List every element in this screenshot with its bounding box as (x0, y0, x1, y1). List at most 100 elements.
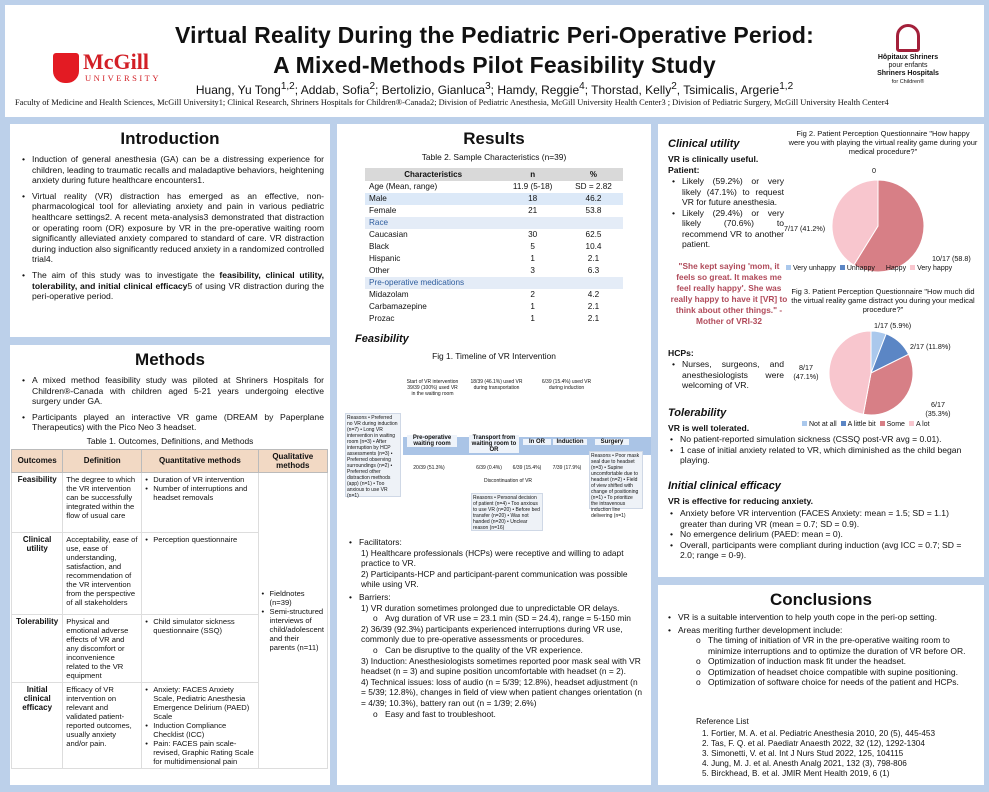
methods-bullet: A mixed method feasibility study was pil… (22, 375, 324, 407)
timeline-bar (403, 437, 651, 455)
definition-cell: Physical and emotional adverse effects o… (62, 613, 143, 683)
table-row: Feasibility The degree to which the VR i… (10, 471, 329, 769)
efficacy-bullet: Overall, participants were compliant dur… (670, 540, 974, 561)
value-cell: 53.8 (585, 206, 602, 215)
table-row: Clinical utility Acceptability, ease of … (10, 531, 328, 615)
legend-label: Unhappy (846, 265, 875, 272)
quant-item: Induction Compliance Checklist (ICC) (145, 721, 254, 739)
conclusion-bullet: Areas meriting further development inclu… (668, 625, 974, 688)
legend-swatch (878, 265, 884, 270)
efficacy-bullet: No emergence delirium (PAED: mean = 0). (670, 529, 974, 540)
legend-swatch (910, 265, 916, 270)
characteristic-cell: Prozac (369, 314, 395, 323)
affiliations: Faculty of Medicine and Health Sciences,… (15, 98, 889, 107)
fig1-count: 20/39 (51.3%) (413, 465, 445, 471)
barrier-sub-item: Can be disruptive to the quality of the … (349, 645, 643, 656)
intro-aim-bullet: The aim of this study was to investigate… (22, 270, 324, 302)
patient-label: Patient: (668, 165, 700, 175)
fig1-discontinuation: Discontinuation of VR (483, 478, 533, 484)
table1-header: Outcomes (10, 448, 64, 473)
shriners-logo-line4: for Children® (891, 79, 925, 85)
fig3-label: 8/17 (47.1%) (793, 363, 819, 381)
quant-item: Number of interruptions and headset remo… (145, 484, 254, 502)
value-cell (501, 217, 564, 229)
table-row: Other 3 6.3 (365, 265, 623, 277)
outcome-cell: Tolerability (10, 613, 64, 683)
authors: Huang, Yu Tong1,2; Addab, Sofia2; Bertol… (195, 81, 794, 97)
fig1-node: Induction (553, 439, 587, 445)
table1-header: Definition (62, 448, 143, 473)
value-cell: 1 (530, 254, 535, 263)
facilitators-label: Facilitators: (349, 537, 643, 548)
intro-bullet: Virtual reality (VR) distraction has eme… (22, 191, 324, 265)
characteristic-cell: Other (369, 266, 390, 275)
tolerability-bullets: No patient-reported simulation sickness … (670, 434, 974, 466)
legend-swatch (908, 421, 914, 426)
hcp-label: HCPs: (668, 348, 694, 358)
methods-panel: Methods A mixed method feasibility study… (10, 345, 330, 785)
legend-label: Very happy (917, 265, 953, 272)
table-row: Carbamazepine 1 2.1 (365, 301, 623, 313)
hcp-bullets: Nurses, surgeons, and anesthesiologists … (672, 359, 784, 391)
outcomes-table: Outcomes Definition Quantitative methods… (10, 448, 329, 769)
mcgill-logo-sub: UNIVERSITY (85, 73, 161, 83)
barriers-label: Barriers: (349, 592, 643, 603)
table2-body: Age (Mean, range) 11.9 (5-18) SD = 2.82 Mal… (365, 181, 623, 325)
value-cell: 2.1 (587, 254, 600, 263)
reference-item: 5. Birckhead, B. et al. JMIR Ment Health… (702, 769, 890, 778)
quant-item: Anxiety: FACES Anxiety Scale, Pediatric … (145, 685, 254, 721)
mcgill-logo: McGill UNIVERSITY (53, 51, 165, 85)
legend-swatch (802, 421, 807, 426)
legend-swatch (839, 265, 845, 270)
conclusions-heading: Conclusions (769, 590, 872, 609)
aim-bold-text: feasibility, clinical utility, tolerabil… (32, 269, 324, 291)
pie-slice-happy (853, 179, 925, 273)
barrier-item: 1) VR duration sometimes prolonged due t… (361, 602, 620, 613)
fig1-count: 7/39 (17.9%) (552, 465, 582, 471)
fig1-reasons-mid: Reasons • Personal decision of patient (… (471, 493, 543, 531)
quant-item: Duration of VR intervention (145, 475, 254, 484)
qual-item: Fieldnotes (n=39) (262, 589, 324, 607)
fig1-top-label: Start of VR intervention 39/39 (100%) us… (406, 379, 459, 397)
fig1-reasons-right: Reasons • Poor mask seal due to headset … (589, 451, 643, 519)
feasibility-findings: Facilitators: 1) Healthcare professional… (337, 537, 651, 719)
poster-header: McGill UNIVERSITY Virtual Reality During… (5, 5, 984, 117)
fig2-pie (831, 179, 925, 273)
table-row: Initial clinical efficacy Efficacy of VR… (10, 681, 328, 769)
table-row: Age (Mean, range) 11.9 (5-18) SD = 2.82 (365, 181, 623, 193)
characteristic-cell: Midazolam (369, 290, 409, 299)
definition-cell: Efficacy of VR intervention on relevant … (62, 681, 143, 769)
reference-item: 4. Jung, M. J. et al. Anesth Analg 2021,… (702, 759, 907, 768)
shriners-logo-line2: pour enfants (888, 62, 928, 69)
reference-item: 2. Tas, F. Q. et al. Paediatr Anaesth 20… (702, 739, 925, 748)
qual-item: Semi-structured interviews of child/adol… (262, 607, 324, 652)
barrier-sub-item: Avg duration of VR use = 23.1 min (SD = … (349, 613, 643, 624)
definition-cell: The degree to which the VR intervention … (62, 471, 143, 533)
introduction-heading: Introduction (120, 129, 220, 148)
feasibility-heading: Feasibility (355, 333, 409, 345)
value-cell: 46.2 (563, 193, 623, 205)
qual-cell: Fieldnotes (n=39)Semi-structured intervi… (257, 471, 329, 769)
value-cell: 10.4 (585, 242, 602, 251)
fig3-legend: Not at all A little bit Some A lot (798, 421, 930, 428)
table-row: Male 18 46.2 (365, 193, 623, 205)
value-cell (501, 277, 564, 289)
fig1-node: Transport from waiting room to OR (469, 435, 519, 453)
patient-bullets: Likely (59.2%) or very likely (47.1%) to… (672, 176, 784, 250)
tolerability-heading: Tolerability (668, 407, 727, 419)
value-cell: 18 (501, 193, 564, 205)
quant-item: Child simulator sickness questionnaire (… (145, 617, 254, 635)
fig3-label: 6/17 (35.3%) (925, 400, 951, 418)
fig1-node: Pre-operative waiting room (407, 435, 457, 447)
legend-swatch (879, 421, 885, 426)
conclusions-list: VR is a suitable intervention to help yo… (658, 612, 984, 688)
clinical-results-panel: Clinical utility VR is clinically useful… (658, 124, 984, 577)
value-cell: 2 (530, 290, 535, 299)
fig3-title: Fig 3. Patient Perception Questionnaire … (791, 287, 975, 314)
effective-statement: VR is effective for reducing anxiety. (668, 496, 814, 506)
barrier-item: 3) Induction: Anesthesiologists sometime… (361, 655, 641, 677)
patient-bullet: Likely (29.4%) or very likely (70.6%) to… (672, 208, 784, 250)
tolerability-bullet: No patient-reported simulation sickness … (670, 434, 974, 445)
value-cell: 11.9 (5-18) (512, 182, 553, 191)
barrier-sub-item: Easy and fast to troubleshoot. (349, 709, 643, 720)
